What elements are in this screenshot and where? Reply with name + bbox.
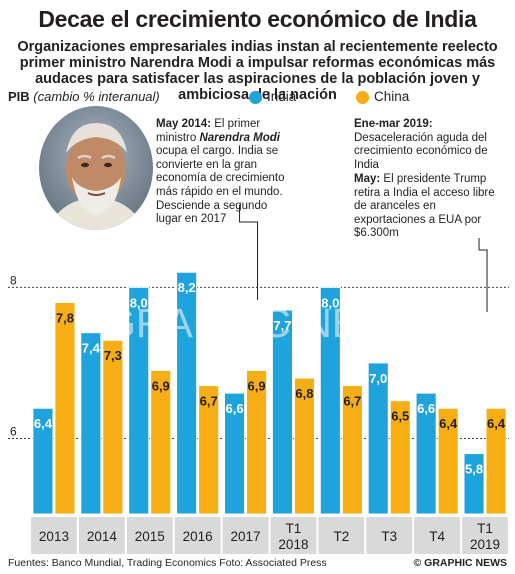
chart-subtitle: Organizaciones empresariales indias inst… <box>17 39 498 103</box>
legend-swatch-china-fill <box>356 91 369 104</box>
category-box <box>366 517 413 554</box>
data-label-india: 8,0 <box>321 295 339 310</box>
bar-india <box>367 362 389 515</box>
category-box <box>414 517 461 554</box>
x-tick-label: T3 <box>381 529 397 544</box>
bar-china <box>198 385 220 515</box>
category-box <box>126 517 173 554</box>
x-tick-label: 2014 <box>87 529 118 544</box>
y-tick-label: 6 <box>10 424 17 438</box>
bar-india <box>176 271 198 515</box>
x-tick-label: 2016 <box>183 529 213 544</box>
bar-india <box>223 392 246 515</box>
data-label-india: 7,4 <box>82 341 101 356</box>
data-label-india: 8,2 <box>178 280 196 295</box>
annotation-2014-text-2: ocupa el cargo. India se convierte en la… <box>156 145 285 226</box>
legend-label-china: China <box>374 89 410 104</box>
annotation-2014-name: Narendra Modi <box>199 131 280 144</box>
annotation-leader-2014 <box>239 205 259 300</box>
bar-india <box>415 392 437 515</box>
bar-india <box>463 453 485 515</box>
legend-swatch-india <box>249 91 262 104</box>
data-label-china: 6,7 <box>200 394 218 409</box>
y-axis-label: PIB (cambio % interanual) <box>8 89 160 104</box>
category-box <box>78 517 125 554</box>
portrait-photo <box>39 106 153 230</box>
chart-title: Decae el crecimiento económico de India <box>38 6 477 32</box>
annotation-2014: May 2014: El primer ministro Narendra Mo… <box>156 118 286 227</box>
x-tick-label: 2019 <box>470 537 500 552</box>
legend-swatch-india-fill <box>249 91 262 104</box>
bar-china <box>341 385 363 515</box>
annotation-may: May: El presidente Trump retira a India … <box>354 173 504 241</box>
x-tick-label: T1 <box>286 521 302 536</box>
bar-china <box>485 407 507 515</box>
data-label-india: 6,6 <box>225 401 243 416</box>
bar-china <box>150 369 172 515</box>
bar-india <box>128 286 150 515</box>
data-label-china: 7,3 <box>104 348 122 363</box>
legend-swatch-china <box>356 91 369 104</box>
data-label-india: 6,6 <box>417 401 435 416</box>
annotation-leader-2019 <box>478 238 488 312</box>
category-box <box>318 517 365 554</box>
x-tick-label: T2 <box>333 529 349 544</box>
category-box <box>31 517 77 554</box>
bar-china <box>102 339 124 515</box>
bar-india <box>80 332 102 515</box>
category-box <box>222 517 269 554</box>
annotation-2019-q1-text: Desaceleración aguda del crecimiento eco… <box>354 131 488 171</box>
data-label-china: 7,8 <box>56 310 74 325</box>
annotation-2019-q1-title: Ene-mar 2019: <box>354 118 433 130</box>
x-tick-label: 2013 <box>39 529 69 544</box>
category-box <box>174 517 221 554</box>
annotation-2019-q1: Ene-mar 2019: Desaceleración aguda del c… <box>354 118 506 172</box>
x-tick-label: 2017 <box>231 529 261 544</box>
bar-india <box>319 286 341 515</box>
bar-china <box>246 369 268 515</box>
bar-china <box>54 301 76 515</box>
data-label-china: 6,8 <box>295 386 313 401</box>
copyright-note: © GRAPHIC NEWS <box>413 557 508 569</box>
legend-label-india: India <box>267 89 297 104</box>
data-label-india: 6,4 <box>34 416 53 431</box>
bar-india <box>271 309 293 515</box>
y-axis-label-unit: (cambio % interanual) <box>33 89 160 104</box>
data-label-india: 7,7 <box>273 318 291 333</box>
data-label-china: 6,5 <box>391 409 409 424</box>
data-label-china: 6,9 <box>152 378 170 393</box>
y-axis-label-main: PIB <box>8 89 30 104</box>
source-note: Fuentes: Banco Mundial, Trading Economic… <box>8 557 327 569</box>
data-label-china: 6,4 <box>487 416 506 431</box>
category-box <box>462 517 508 554</box>
data-label-china: 6,9 <box>248 378 266 393</box>
data-label-china: 6,4 <box>439 416 458 431</box>
data-label-india: 8,0 <box>130 295 148 310</box>
data-label-china: 6,7 <box>343 394 361 409</box>
x-tick-label: 2015 <box>135 529 165 544</box>
x-tick-label: T4 <box>429 529 445 544</box>
y-tick-label: 8 <box>10 273 17 287</box>
data-label-india: 5,8 <box>465 462 483 477</box>
bar-china <box>437 407 459 515</box>
bar-china <box>293 377 316 515</box>
data-label-india: 7,0 <box>369 371 387 386</box>
annotation-2014-text-1: El primer ministro <box>156 118 261 144</box>
bar-india <box>32 407 54 515</box>
bar-china <box>389 400 411 515</box>
annotation-may-text: El presidente Trump retira a India el ac… <box>354 173 495 240</box>
annotation-may-title: May: <box>354 173 381 185</box>
x-tick-label: T1 <box>477 521 493 536</box>
category-box <box>270 517 317 554</box>
x-tick-label: 2018 <box>278 537 308 552</box>
annotation-2014-title: May 2014: <box>156 118 211 130</box>
watermark: GRAPHIC NEWS <box>104 300 426 346</box>
